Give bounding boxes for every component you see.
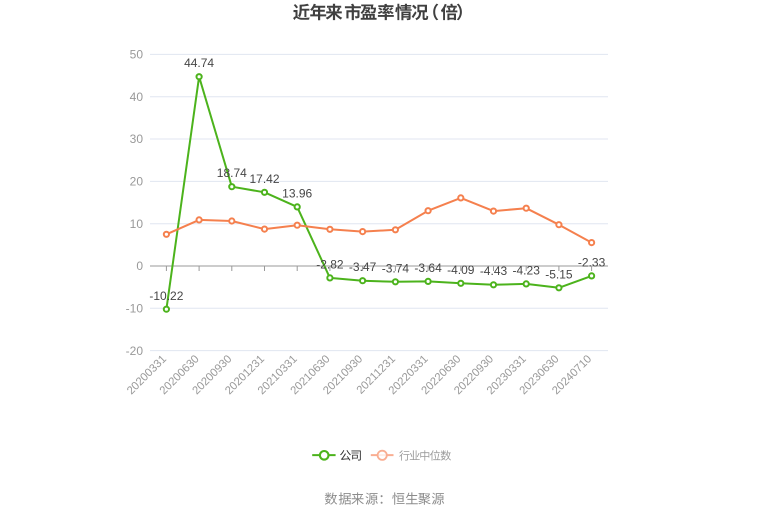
svg-text:-20: -20 xyxy=(126,344,144,358)
svg-text:-3.74: -3.74 xyxy=(382,261,410,275)
svg-text:-10.22: -10.22 xyxy=(149,289,183,303)
svg-text:-3.64: -3.64 xyxy=(414,261,442,275)
svg-text:18.74: 18.74 xyxy=(217,166,247,180)
svg-text:10: 10 xyxy=(130,217,144,231)
svg-text:-10: -10 xyxy=(126,302,144,316)
svg-text:-4.23: -4.23 xyxy=(513,263,541,277)
svg-text:0: 0 xyxy=(136,259,143,273)
svg-text:-2.82: -2.82 xyxy=(316,257,344,271)
svg-text:-2.33: -2.33 xyxy=(578,255,606,269)
svg-text:-4.43: -4.43 xyxy=(480,264,508,278)
svg-text:44.74: 44.74 xyxy=(184,56,214,70)
svg-text:17.42: 17.42 xyxy=(249,172,279,186)
svg-text:20: 20 xyxy=(130,175,144,189)
svg-text:50: 50 xyxy=(130,48,144,62)
svg-text:13.96: 13.96 xyxy=(282,186,312,200)
svg-text:-3.47: -3.47 xyxy=(349,260,377,274)
svg-text:40: 40 xyxy=(130,90,144,104)
svg-text:30: 30 xyxy=(130,132,144,146)
svg-text:-5.15: -5.15 xyxy=(545,267,573,281)
svg-text:-4.09: -4.09 xyxy=(447,263,475,277)
